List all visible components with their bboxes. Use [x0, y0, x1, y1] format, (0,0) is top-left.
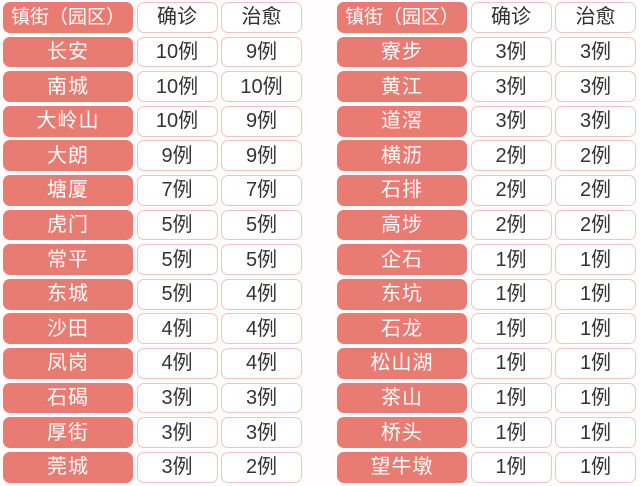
area-cell: 石龙: [337, 313, 467, 345]
area-cell: 东城: [3, 278, 133, 310]
cured-cell: 1例: [555, 313, 636, 345]
confirmed-cell: 7例: [136, 174, 218, 206]
cured-cell: 1例: [555, 382, 636, 414]
area-cell: 茶山: [337, 382, 467, 414]
cured-cell: 2例: [555, 174, 636, 206]
cured-cell: 2例: [221, 451, 302, 483]
area-cell: 厚街: [3, 417, 133, 448]
cured-cell: 1例: [555, 347, 636, 379]
confirmed-cell: 3例: [470, 71, 552, 102]
confirmed-cell: 5例: [136, 244, 218, 275]
cured-cell: 3例: [555, 71, 636, 102]
cured-cell: 4例: [221, 313, 302, 345]
column-header-cured: 治愈: [221, 2, 302, 33]
cured-cell: 3例: [221, 417, 302, 448]
area-cell: 企石: [337, 244, 467, 275]
area-cell: 大朗: [3, 140, 133, 172]
confirmed-cell: 3例: [136, 451, 218, 483]
confirmed-cell: 5例: [136, 278, 218, 310]
cured-cell: 9例: [221, 105, 302, 137]
confirmed-cell: 1例: [470, 382, 552, 414]
confirmed-cell: 3例: [470, 105, 552, 137]
column-header-confirmed: 确诊: [470, 2, 552, 33]
area-cell: 东坑: [337, 278, 467, 310]
column-header-area: 镇街（园区）: [3, 2, 133, 33]
area-cell: 寮步: [337, 36, 467, 68]
area-cell: 横沥: [337, 140, 467, 172]
area-cell: 常平: [3, 244, 133, 275]
confirmed-cell: 10例: [136, 71, 218, 102]
cured-cell: 1例: [555, 244, 636, 275]
column-header-cured: 治愈: [555, 2, 636, 33]
area-cell: 石排: [337, 174, 467, 206]
cured-cell: 5例: [221, 209, 302, 241]
area-cell: 桥头: [337, 417, 467, 448]
cured-cell: 1例: [555, 417, 636, 448]
cured-cell: 3例: [221, 382, 302, 414]
confirmed-cell: 3例: [136, 417, 218, 448]
cured-cell: 3例: [555, 105, 636, 137]
case-table-right: 镇街（园区） 确诊 治愈 寮步 3例 3例 黄江 3例 3例 道滘 3例 3例 …: [337, 2, 636, 483]
area-cell: 沙田: [3, 313, 133, 345]
cured-cell: 1例: [555, 278, 636, 310]
cured-cell: 4例: [221, 347, 302, 379]
confirmed-cell: 2例: [470, 209, 552, 241]
confirmed-cell: 3例: [136, 382, 218, 414]
confirmed-cell: 2例: [470, 140, 552, 172]
cured-cell: 9例: [221, 36, 302, 68]
confirmed-cell: 9例: [136, 140, 218, 172]
area-cell: 莞城: [3, 451, 133, 483]
confirmed-cell: 2例: [470, 174, 552, 206]
cured-cell: 1例: [555, 451, 636, 483]
case-table-left: 镇街（园区） 确诊 治愈 长安 10例 9例 南城 10例 10例 大岭山 10…: [3, 2, 302, 483]
area-cell: 望牛墩: [337, 451, 467, 483]
confirmed-cell: 1例: [470, 417, 552, 448]
area-cell: 长安: [3, 36, 133, 68]
cured-cell: 4例: [221, 278, 302, 310]
area-cell: 南城: [3, 71, 133, 102]
confirmed-cell: 4例: [136, 347, 218, 379]
area-cell: 大岭山: [3, 105, 133, 137]
area-cell: 松山湖: [337, 347, 467, 379]
cured-cell: 9例: [221, 140, 302, 172]
confirmed-cell: 10例: [136, 36, 218, 68]
cured-cell: 10例: [221, 71, 302, 102]
confirmed-cell: 1例: [470, 313, 552, 345]
confirmed-cell: 5例: [136, 209, 218, 241]
confirmed-cell: 1例: [470, 451, 552, 483]
area-cell: 高埗: [337, 209, 467, 241]
column-header-confirmed: 确诊: [136, 2, 218, 33]
area-cell: 道滘: [337, 105, 467, 137]
area-cell: 塘厦: [3, 174, 133, 206]
confirmed-cell: 4例: [136, 313, 218, 345]
area-cell: 黄江: [337, 71, 467, 102]
confirmed-cell: 10例: [136, 105, 218, 137]
area-cell: 凤岗: [3, 347, 133, 379]
column-header-area: 镇街（园区）: [337, 2, 467, 33]
confirmed-cell: 3例: [470, 36, 552, 68]
area-cell: 虎门: [3, 209, 133, 241]
area-cell: 石碣: [3, 382, 133, 414]
confirmed-cell: 1例: [470, 278, 552, 310]
cured-cell: 3例: [555, 36, 636, 68]
cured-cell: 5例: [221, 244, 302, 275]
cured-cell: 2例: [555, 140, 636, 172]
cured-cell: 7例: [221, 174, 302, 206]
confirmed-cell: 1例: [470, 244, 552, 275]
confirmed-cell: 1例: [470, 347, 552, 379]
cured-cell: 2例: [555, 209, 636, 241]
